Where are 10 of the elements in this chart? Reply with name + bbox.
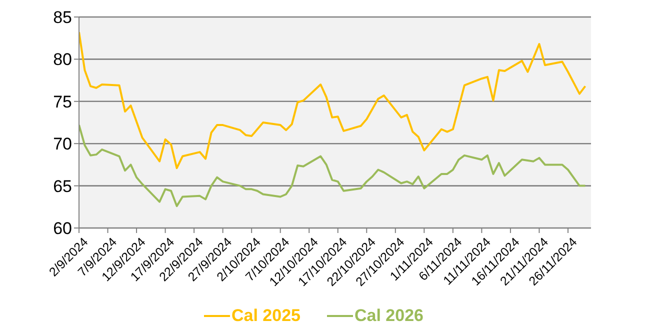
legend-label: Cal 2025 bbox=[230, 306, 300, 326]
y-tick-label: 75 bbox=[53, 92, 72, 112]
y-tick-label: 85 bbox=[53, 8, 72, 28]
legend-label: Cal 2026 bbox=[354, 306, 424, 326]
line-series bbox=[79, 124, 586, 208]
y-tick-label: 65 bbox=[53, 176, 72, 196]
y-tick-label: 60 bbox=[53, 219, 72, 238]
y-tick-label: 80 bbox=[53, 50, 72, 70]
y-tick-label: 70 bbox=[53, 134, 72, 154]
line-series bbox=[79, 31, 586, 170]
